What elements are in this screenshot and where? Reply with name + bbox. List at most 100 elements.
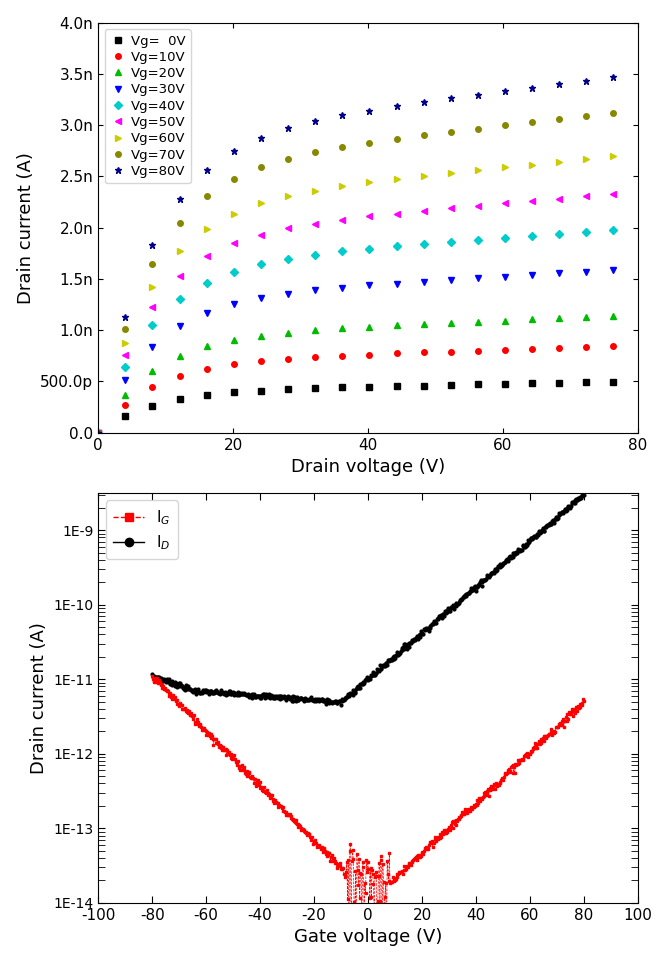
Vg=60V <box>607 151 615 163</box>
Vg=50V <box>634 186 642 197</box>
Legend: Vg=  0V, Vg=10V, Vg=20V, Vg=30V, Vg=40V, Vg=50V, Vg=60V, Vg=70V, Vg=80V: Vg= 0V, Vg=10V, Vg=20V, Vg=30V, Vg=40V, … <box>105 29 191 183</box>
Line: Vg=10V: Vg=10V <box>96 343 641 435</box>
Vg=70V <box>238 169 246 181</box>
Vg=60V <box>94 427 102 438</box>
Vg=70V <box>588 110 596 121</box>
Vg=30V <box>116 382 124 394</box>
Vg=20V <box>94 427 102 438</box>
I$_{G}$ <box>148 670 156 682</box>
Vg=60V <box>116 351 124 363</box>
Line: Vg=20V: Vg=20V <box>96 312 641 435</box>
Line: Vg=  0V: Vg= 0V <box>96 378 641 435</box>
X-axis label: Gate voltage (V): Gate voltage (V) <box>294 928 442 947</box>
Vg=40V <box>238 263 246 274</box>
Vg=10V <box>195 365 203 377</box>
I$_{G}$ <box>580 695 588 707</box>
I$_{G}$ <box>383 942 391 953</box>
Line: Vg=70V: Vg=70V <box>96 107 641 435</box>
Vg=80V <box>126 294 134 305</box>
Vg=  0V <box>607 377 615 388</box>
I$_{D}$ <box>438 610 446 621</box>
Vg=  0V <box>588 377 596 388</box>
Vg=80V <box>607 71 615 83</box>
Vg=70V <box>195 197 203 209</box>
Vg=10V <box>126 395 134 406</box>
I$_{D}$ <box>580 489 588 501</box>
Vg=70V <box>607 107 615 118</box>
I$_{D}$ <box>148 668 156 680</box>
I$_{D}$ <box>403 639 411 651</box>
Vg=50V <box>588 190 596 201</box>
Vg=20V <box>607 310 615 322</box>
Vg=80V <box>94 427 102 438</box>
Vg=30V <box>588 266 596 277</box>
Vg=20V <box>634 309 642 321</box>
Vg=70V <box>634 104 642 116</box>
Vg=10V <box>607 341 615 352</box>
Vg=50V <box>195 255 203 267</box>
Vg=  0V <box>94 427 102 438</box>
Line: Vg=40V: Vg=40V <box>96 225 641 435</box>
Y-axis label: Drain current (A): Drain current (A) <box>29 622 47 774</box>
Vg=70V <box>126 307 134 319</box>
Vg=60V <box>588 153 596 165</box>
I$_{G}$ <box>225 748 233 760</box>
Line: Vg=50V: Vg=50V <box>96 189 641 435</box>
Vg=20V <box>116 395 124 406</box>
Vg=70V <box>94 427 102 438</box>
Vg=10V <box>116 403 124 415</box>
Vg=30V <box>238 296 246 307</box>
Vg=60V <box>238 204 246 216</box>
Vg=  0V <box>238 386 246 398</box>
Vg=80V <box>238 141 246 152</box>
I$_{G}$ <box>474 797 482 809</box>
I$_{D}$ <box>259 689 267 700</box>
Vg=20V <box>588 311 596 323</box>
I$_{G}$ <box>343 893 351 904</box>
Vg=60V <box>195 228 203 240</box>
Vg=10V <box>238 357 246 369</box>
Vg=50V <box>607 189 615 200</box>
Line: Vg=80V: Vg=80V <box>95 70 642 436</box>
Vg=80V <box>588 74 596 86</box>
Vg=  0V <box>634 376 642 387</box>
Line: Vg=30V: Vg=30V <box>96 266 641 435</box>
Vg=40V <box>588 225 596 237</box>
I$_{D}$ <box>474 579 482 590</box>
Line: I$_{D}$: I$_{D}$ <box>151 491 585 706</box>
I$_{D}$ <box>345 690 353 701</box>
Vg=20V <box>195 343 203 354</box>
Vg=20V <box>238 333 246 345</box>
Vg=70V <box>116 340 124 351</box>
Legend: I$_{G}$, I$_{D}$: I$_{G}$, I$_{D}$ <box>106 501 178 560</box>
Vg=10V <box>94 427 102 438</box>
I$_{G}$ <box>403 861 411 872</box>
I$_{D}$ <box>337 699 345 711</box>
Vg=40V <box>126 351 134 362</box>
Vg=30V <box>195 310 203 322</box>
Vg=50V <box>94 427 102 438</box>
X-axis label: Drain voltage (V): Drain voltage (V) <box>291 458 445 476</box>
Vg=60V <box>126 324 134 335</box>
I$_{D}$ <box>579 487 587 499</box>
Vg=10V <box>588 341 596 352</box>
Vg=80V <box>116 330 124 342</box>
Y-axis label: Drain current (A): Drain current (A) <box>17 152 35 303</box>
Vg=30V <box>94 427 102 438</box>
Vg=40V <box>94 427 102 438</box>
Vg=60V <box>634 148 642 160</box>
Vg=50V <box>116 362 124 374</box>
Vg=40V <box>116 372 124 383</box>
Vg=80V <box>195 171 203 183</box>
Vg=40V <box>195 281 203 293</box>
Vg=80V <box>634 68 642 80</box>
Vg=  0V <box>126 408 134 420</box>
I$_{G}$ <box>259 785 267 796</box>
Vg=20V <box>126 383 134 395</box>
Vg=30V <box>607 265 615 276</box>
Line: I$_{G}$: I$_{G}$ <box>151 675 585 949</box>
Vg=50V <box>126 338 134 350</box>
Vg=30V <box>126 366 134 377</box>
Vg=30V <box>634 263 642 274</box>
Line: Vg=60V: Vg=60V <box>96 151 641 435</box>
